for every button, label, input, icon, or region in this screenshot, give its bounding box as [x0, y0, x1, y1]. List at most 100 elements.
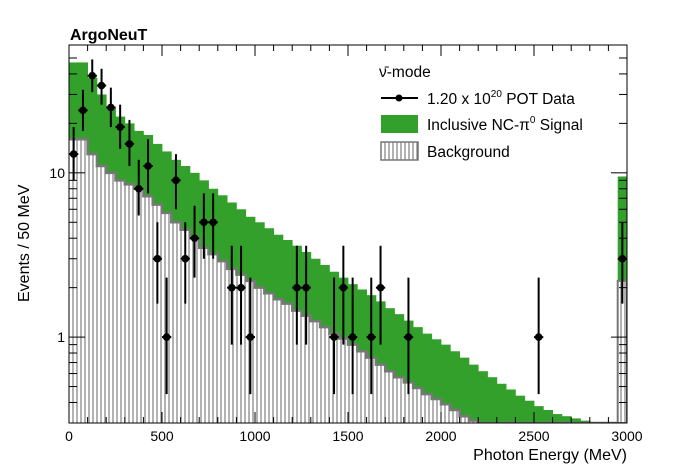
background-bar — [310, 321, 321, 423]
background-bar — [143, 196, 154, 423]
background-bar — [413, 387, 423, 423]
legend-entry-background: Background — [380, 141, 510, 161]
signal-bar — [496, 383, 507, 423]
x-tick-label: 2000 — [425, 428, 456, 444]
data-point — [125, 140, 134, 148]
data-points — [69, 59, 627, 395]
x-tick-label: 1500 — [332, 428, 363, 444]
signal-bar — [441, 344, 451, 423]
data-point — [227, 283, 236, 292]
signal-bar — [534, 406, 544, 423]
background-bar — [236, 274, 247, 423]
signal-bar — [459, 357, 470, 423]
data-point — [153, 254, 162, 263]
legend-background-label: Background — [427, 144, 510, 161]
background-bar — [124, 184, 135, 423]
signal-bar — [413, 327, 423, 423]
x-tick-label: 2500 — [518, 428, 549, 444]
legend-header: ν̄-mode — [379, 64, 431, 81]
data-point — [330, 333, 338, 341]
legend: ν̄-mode 1.20 x 1020 POT Data Inclusive N… — [379, 64, 583, 161]
signal-bar — [543, 409, 553, 423]
data-point — [181, 254, 190, 263]
background-bar — [264, 293, 274, 423]
signal-bar — [468, 364, 479, 423]
background-bar — [273, 299, 284, 423]
y-tick-label: 10 — [49, 165, 65, 181]
background-bar — [227, 268, 237, 423]
legend-signal-label: Inclusive NC-π0 Signal — [427, 115, 583, 134]
signal-bar — [450, 351, 460, 423]
data-point — [97, 81, 106, 90]
background-bar — [450, 409, 460, 423]
signal-bar — [515, 395, 526, 423]
data-point — [237, 283, 245, 292]
x-tick-label: 1000 — [239, 428, 270, 444]
background-bar — [385, 371, 395, 423]
legend-data-label: 1.20 x 1020 POT Data — [427, 89, 575, 108]
signal-bar — [478, 371, 488, 423]
signal-bar — [394, 314, 405, 423]
signal-bar — [487, 377, 498, 423]
background-histogram — [69, 138, 627, 423]
background-bar — [106, 172, 116, 423]
background-bar — [301, 315, 312, 423]
data-point — [172, 176, 180, 185]
data-point — [190, 234, 199, 243]
background-bar — [69, 139, 79, 423]
data-point — [162, 333, 171, 341]
legend-signal-swatch — [381, 115, 418, 133]
signal-bar — [561, 416, 572, 423]
background-bar — [338, 338, 349, 423]
plot-frame — [68, 44, 628, 424]
background-bar — [78, 139, 88, 423]
data-point — [116, 123, 124, 131]
axes: 0 500 1000 1500 2000 2500 3000 1 10 — [49, 44, 643, 444]
data-point — [376, 283, 385, 292]
data-point — [302, 283, 310, 292]
background-bar — [180, 229, 191, 423]
signal-bar — [506, 389, 516, 423]
data-point — [339, 283, 348, 292]
background-bar — [152, 204, 163, 423]
data-point — [367, 333, 376, 341]
legend-entry-signal: Inclusive NC-π0 Signal — [381, 115, 583, 134]
data-point — [79, 106, 87, 115]
background-bar — [189, 238, 200, 423]
data-point — [134, 184, 143, 193]
legend-data-label-tail: POT Data — [502, 91, 575, 108]
background-bar — [208, 254, 219, 423]
background-bar — [375, 364, 386, 423]
signal-bar — [524, 400, 535, 423]
legend-entry-data: 1.20 x 1020 POT Data — [381, 89, 575, 108]
signal-bar — [552, 414, 563, 423]
background-bar — [217, 261, 228, 423]
x-tick-label: 500 — [150, 428, 174, 444]
signal-bar — [571, 418, 581, 423]
background-bar — [171, 222, 181, 423]
data-point — [404, 333, 413, 341]
chart-title: ArgoNeuT — [70, 27, 148, 44]
background-bar — [394, 377, 405, 423]
background-bar — [96, 166, 107, 423]
background-bar — [357, 351, 367, 423]
legend-background-swatch — [380, 141, 419, 161]
background-bar — [199, 247, 209, 423]
background-bar — [115, 180, 126, 423]
legend-data-label-sup: 20 — [491, 89, 503, 100]
background-bar — [320, 327, 330, 423]
signal-bar — [375, 301, 386, 423]
background-outline — [69, 138, 627, 423]
background-bar — [431, 398, 442, 423]
y-axis-title: Events / 50 MeV — [16, 184, 33, 302]
data-point — [144, 162, 152, 170]
x-tick-label: 0 — [65, 428, 73, 444]
data-point — [209, 218, 217, 227]
y-tick-label: 1 — [57, 329, 65, 345]
data-point — [534, 333, 543, 341]
x-axis-title: Photon Energy (MeV) — [473, 447, 627, 464]
x-tick-label: 3000 — [611, 428, 642, 444]
data-point — [246, 333, 255, 341]
data-point — [69, 150, 78, 158]
